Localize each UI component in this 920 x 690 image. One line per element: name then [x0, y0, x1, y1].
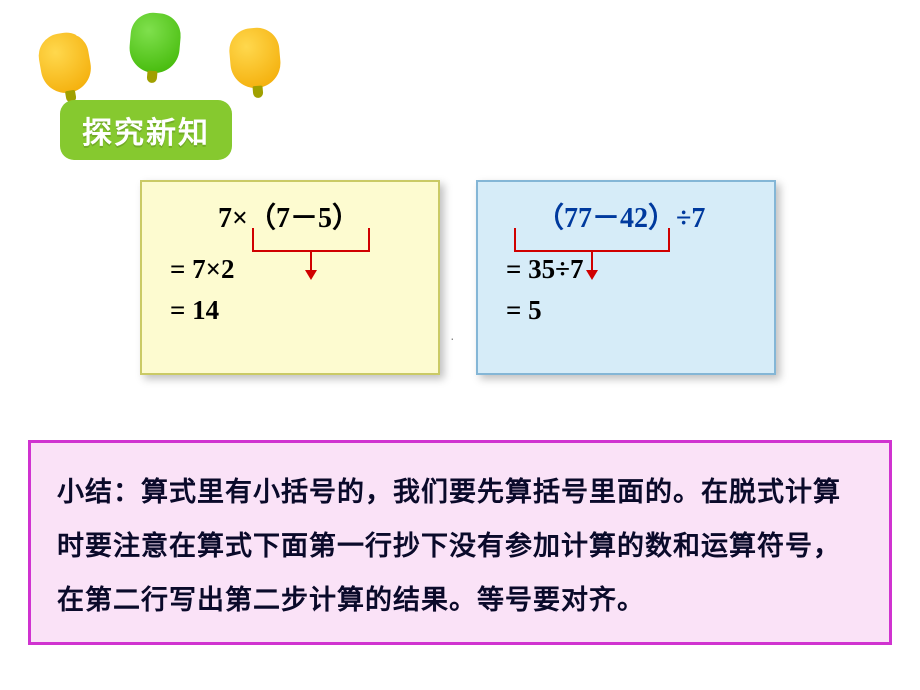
balloon-icon [227, 26, 282, 90]
cloud-icon [300, 33, 318, 45]
math-boxes-row: 7×（7－5） = 7×2 = 14 （77－42）÷7 = 35÷7 = 5 [140, 180, 776, 375]
first-step-bracket-icon [514, 228, 670, 252]
cloud-icon [80, 20, 100, 34]
expr-prefix: 7× [218, 203, 248, 234]
step-2-right: = 5 [506, 295, 752, 326]
step-1-left: = 7×2 [170, 254, 416, 285]
arrow-line [591, 250, 593, 270]
arrow-down-icon [305, 270, 317, 280]
arrow-line [310, 250, 312, 270]
balloon-icon [127, 11, 182, 75]
math-box-left: 7×（7－5） = 7×2 = 14 [140, 180, 440, 375]
header-balloons-decor [40, 8, 360, 108]
step-2-left: = 14 [170, 295, 416, 326]
cloud-icon [190, 14, 212, 29]
arrow-down-icon [586, 270, 598, 280]
balloon-icon [35, 29, 95, 97]
step-1-right: = 35÷7 [506, 254, 752, 285]
math-box-right: （77－42）÷7 = 35÷7 = 5 [476, 180, 776, 375]
expr-suffix: ÷7 [676, 203, 705, 234]
decorative-dot: · [450, 330, 455, 346]
cloud-icon [280, 68, 300, 82]
section-title-pill: 探究新知 [60, 100, 232, 160]
first-step-bracket-icon [252, 228, 370, 252]
summary-box: 小结：算式里有小括号的，我们要先算括号里面的。在脱式计算时要注意在算式下面第一行… [28, 440, 892, 645]
